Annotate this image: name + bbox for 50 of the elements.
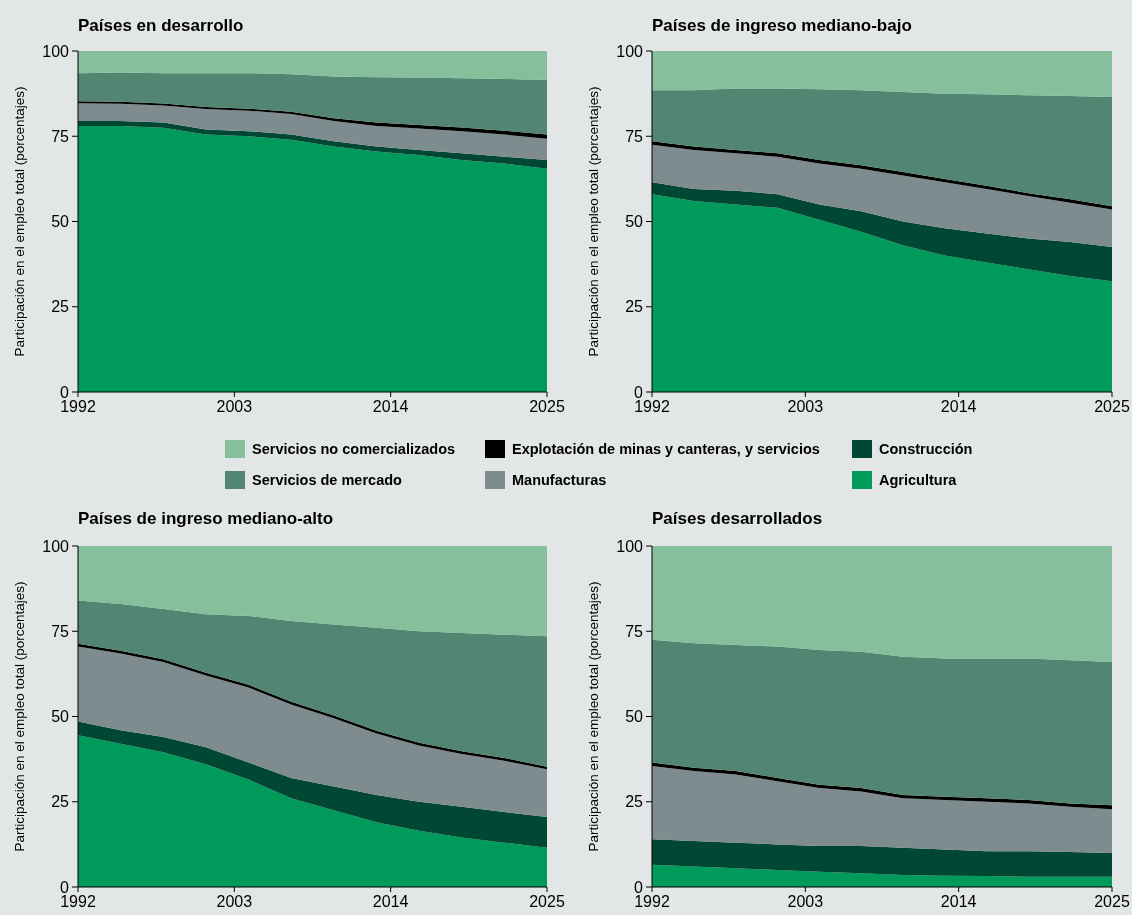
y-tick-label: 25	[51, 793, 70, 811]
x-tick-label: 2003	[787, 893, 824, 910]
x-tick-label: 2003	[787, 398, 824, 415]
x-tick-label: 2014	[372, 893, 409, 910]
chart-title: Países de ingreso mediano-bajo	[652, 16, 912, 35]
chart-title: Países desarrollados	[652, 509, 823, 528]
x-tick-label: 2014	[372, 398, 409, 415]
x-tick-label: 2025	[529, 893, 565, 910]
chart-title: Países de ingreso mediano-alto	[78, 509, 334, 528]
x-tick-label: 2025	[1094, 398, 1130, 415]
x-tick-label: 1992	[634, 893, 670, 910]
y-axis-title: Participación en el empleo total (porcentajes)	[586, 581, 601, 852]
y-axis-title: Participación en el empleo total (porcentajes)	[12, 581, 27, 852]
chart-title: Países en desarrollo	[78, 16, 244, 35]
x-tick-label: 2014	[940, 893, 977, 910]
legend-label: Construcción	[879, 441, 973, 458]
x-tick-label: 1992	[60, 398, 96, 415]
x-tick-label: 2025	[1094, 893, 1130, 910]
y-axis-title: Participación en el empleo total (porcentajes)	[586, 86, 601, 357]
legend-label: Servicios de mercado	[252, 472, 403, 489]
y-tick-label: 50	[51, 213, 70, 231]
y-tick-label: 75	[51, 127, 70, 145]
y-tick-label: 100	[616, 537, 644, 555]
y-tick-label: 100	[42, 42, 70, 60]
y-tick-label: 75	[625, 622, 644, 640]
y-tick-label: 75	[625, 127, 644, 145]
x-tick-label: 2025	[529, 398, 565, 415]
y-tick-label: 50	[51, 708, 70, 726]
y-tick-label: 25	[51, 298, 70, 316]
legend-label: Agricultura	[879, 472, 958, 489]
legend-label: Servicios no comercializados	[252, 441, 456, 458]
y-tick-label: 0	[60, 878, 70, 896]
legend-label: Explotación de minas y canteras, y servicios	[512, 441, 820, 458]
y-tick-label: 75	[51, 622, 70, 640]
x-tick-label: 1992	[60, 893, 96, 910]
x-tick-label: 2014	[940, 398, 977, 415]
y-tick-label: 25	[625, 793, 644, 811]
y-axis-title: Participación en el empleo total (porcentajes)	[12, 86, 27, 357]
y-tick-label: 100	[42, 537, 70, 555]
y-tick-label: 50	[625, 213, 644, 231]
y-tick-label: 25	[625, 298, 644, 316]
legend-label: Manufacturas	[512, 472, 607, 489]
y-tick-label: 50	[625, 708, 644, 726]
y-tick-label: 0	[634, 878, 644, 896]
y-tick-label: 0	[634, 383, 644, 401]
y-tick-label: 0	[60, 383, 70, 401]
x-tick-label: 1992	[634, 398, 670, 415]
x-tick-label: 2003	[216, 398, 253, 415]
x-tick-label: 2003	[216, 893, 253, 910]
y-tick-label: 100	[616, 42, 644, 60]
